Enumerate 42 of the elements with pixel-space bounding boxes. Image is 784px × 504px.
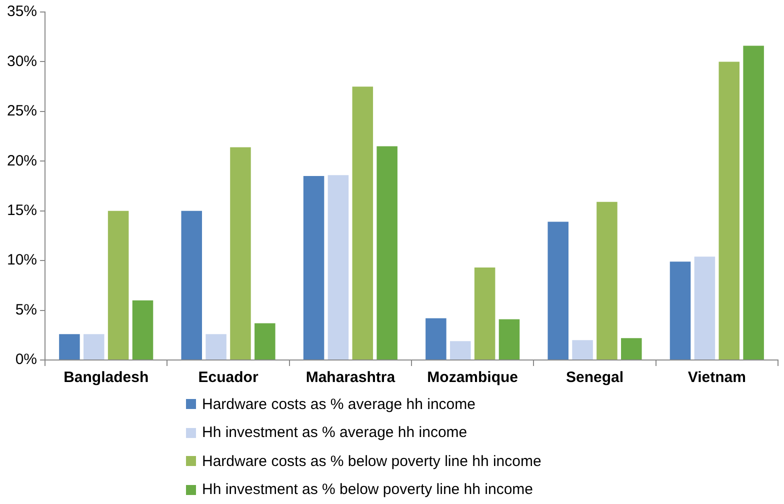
bar: [230, 147, 251, 360]
y-tick-label: 0%: [15, 351, 38, 368]
bar: [426, 318, 446, 360]
bar: [376, 146, 398, 360]
bar: [572, 340, 593, 360]
bar: [474, 268, 496, 360]
bar: [743, 46, 764, 360]
y-tick-label: 5%: [15, 301, 38, 318]
bar: [694, 256, 716, 360]
bar: [352, 86, 374, 360]
bar: [84, 334, 104, 360]
bar: [596, 202, 618, 360]
x-tick-label: Maharashtra: [306, 369, 396, 386]
x-tick-label: Senegal: [566, 369, 624, 386]
legend-label: Hardware costs as % below poverty line hh income: [202, 452, 542, 470]
legend-label: Hardware costs as % average hh income: [202, 396, 476, 413]
y-tick-label: 30%: [6, 52, 38, 70]
bar: [254, 323, 276, 360]
y-tick-label: 10%: [6, 252, 38, 269]
bar: [498, 319, 520, 360]
bar: [206, 334, 226, 360]
y-tick-label: 15%: [6, 202, 38, 219]
x-tick-label: Bangladesh: [64, 369, 149, 386]
x-tick-label: Vietnam: [688, 369, 746, 386]
x-tick-label: Mozambique: [427, 369, 518, 386]
bar: [108, 210, 129, 360]
bar: [181, 210, 202, 360]
x-tick-label: Ecuador: [198, 369, 258, 386]
legend-label: Hh investment as % average hh income: [202, 424, 468, 442]
bar: [548, 222, 568, 360]
y-tick-label: 20%: [6, 152, 38, 170]
bar: [670, 262, 691, 360]
legend-label: Hh investment as % below poverty line hh income: [202, 481, 533, 498]
y-tick-label: 25%: [6, 102, 38, 120]
bar: [621, 338, 642, 360]
bar: [59, 334, 80, 360]
bar: [328, 175, 349, 360]
bar: [303, 176, 324, 360]
bar: [450, 341, 471, 360]
bar: [132, 300, 154, 360]
y-tick-label: 35%: [6, 3, 38, 20]
bar: [718, 62, 740, 360]
